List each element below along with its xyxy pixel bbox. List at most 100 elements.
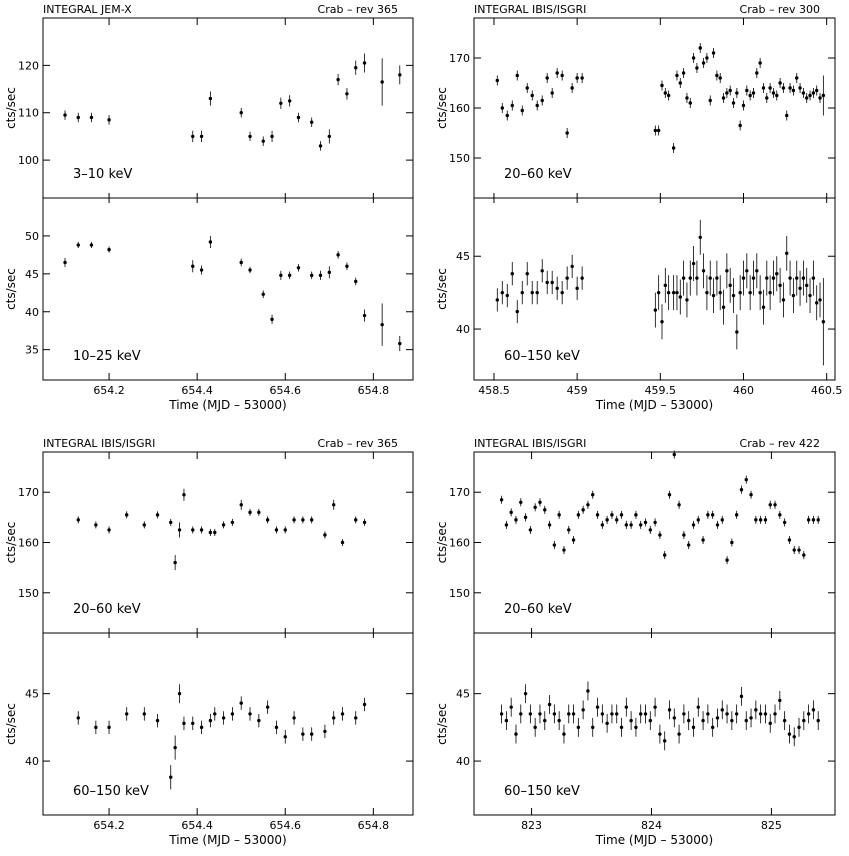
data-point: [500, 290, 504, 295]
data-point: [666, 290, 671, 295]
data-point: [567, 712, 571, 716]
data-point: [739, 488, 744, 492]
data-point: [296, 266, 301, 270]
data-point: [801, 91, 806, 95]
data-point: [718, 290, 722, 295]
data-point: [287, 273, 292, 278]
data-point: [660, 83, 664, 88]
data-point: [735, 91, 739, 95]
x-tick-label: 823: [521, 819, 542, 832]
x-tick-label: 654.8: [358, 384, 390, 397]
chart-title: Crab – rev 422: [740, 437, 820, 450]
data-point: [580, 76, 584, 80]
panel-0: 150 160 170 cts/sec 20–60 keV: [4, 486, 413, 617]
data-point: [565, 131, 569, 135]
y-tick-label: 170: [449, 52, 470, 65]
chart-instrument-label: INTEGRAL JEM-X: [43, 3, 132, 16]
data-point: [797, 548, 801, 552]
data-point: [748, 93, 752, 98]
data-point: [296, 115, 301, 120]
data-point: [660, 320, 664, 324]
data-point: [169, 775, 173, 779]
data-point: [761, 305, 766, 309]
panel-1: 40 45 cts/sec 60–150 keV: [435, 219, 835, 366]
data-point: [208, 240, 213, 244]
y-tick-label: 50: [25, 230, 39, 243]
energy-band-label: 10–25 keV: [73, 349, 141, 364]
data-point: [362, 520, 367, 525]
data-point: [656, 290, 661, 295]
data-point: [765, 96, 769, 100]
data-point: [710, 725, 715, 730]
data-point: [728, 88, 732, 93]
y-tick-label: 35: [25, 344, 39, 357]
data-point: [155, 718, 160, 723]
panel-1: 40 45 cts/sec 60–150 keV: [435, 681, 835, 799]
data-point: [808, 293, 812, 298]
data-point: [230, 712, 235, 716]
y-axis-label: cts/sec: [435, 268, 449, 310]
data-point: [519, 500, 523, 504]
data-point: [754, 518, 758, 522]
data-point: [221, 523, 226, 527]
data-point: [763, 518, 768, 522]
panel-1: 35 40 45 50 cts/sec 10–25 keV: [4, 230, 413, 364]
x-tick-label: 654.6: [270, 819, 302, 832]
data-point: [562, 732, 566, 736]
y-tick-label: 170: [18, 486, 39, 499]
data-point: [540, 269, 544, 273]
data-point: [557, 513, 561, 517]
data-point: [515, 73, 519, 78]
data-point: [768, 290, 772, 295]
data-point: [696, 705, 700, 709]
data-point: [380, 80, 384, 84]
data-point: [318, 144, 323, 148]
data-point: [634, 513, 638, 517]
data-point: [788, 276, 792, 280]
data-point: [177, 691, 182, 696]
data-point: [615, 518, 619, 522]
data-point: [309, 518, 314, 522]
data-point: [695, 276, 699, 280]
energy-band-label: 60–150 keV: [504, 784, 580, 799]
data-point: [681, 71, 686, 75]
data-point: [560, 290, 564, 295]
data-point: [124, 712, 129, 716]
data-point: [802, 718, 806, 723]
data-point: [76, 243, 80, 247]
data-point: [540, 98, 544, 103]
data-point: [605, 518, 609, 522]
energy-band-label: 60–150 keV: [504, 349, 580, 364]
data-point: [191, 528, 195, 532]
x-axis-label: Time (MJD – 53000): [168, 398, 286, 412]
data-point: [230, 520, 235, 525]
data-point: [688, 276, 692, 280]
data-point: [768, 503, 772, 507]
data-point: [624, 523, 629, 527]
data-point: [805, 96, 809, 100]
data-point: [191, 721, 195, 726]
y-tick-label: 40: [25, 755, 39, 768]
data-point: [495, 78, 499, 83]
data-point: [738, 290, 742, 295]
chart-title: Crab – rev 300: [740, 3, 820, 16]
data-point: [309, 273, 314, 278]
data-point: [648, 718, 653, 723]
data-point: [658, 732, 662, 736]
data-point: [682, 712, 686, 716]
data-point: [76, 115, 80, 120]
data-point: [698, 235, 702, 240]
data-point: [734, 712, 739, 716]
data-point: [768, 86, 772, 90]
data-point: [675, 73, 679, 78]
x-tick-label: 654.6: [270, 384, 302, 397]
data-point: [538, 500, 542, 504]
data-point: [499, 712, 504, 716]
data-point: [270, 317, 274, 322]
data-point: [818, 96, 822, 100]
data-point: [575, 286, 579, 290]
y-tick-label: 160: [449, 537, 470, 550]
data-point: [778, 283, 782, 288]
data-point: [666, 93, 671, 98]
data-point: [550, 280, 554, 285]
